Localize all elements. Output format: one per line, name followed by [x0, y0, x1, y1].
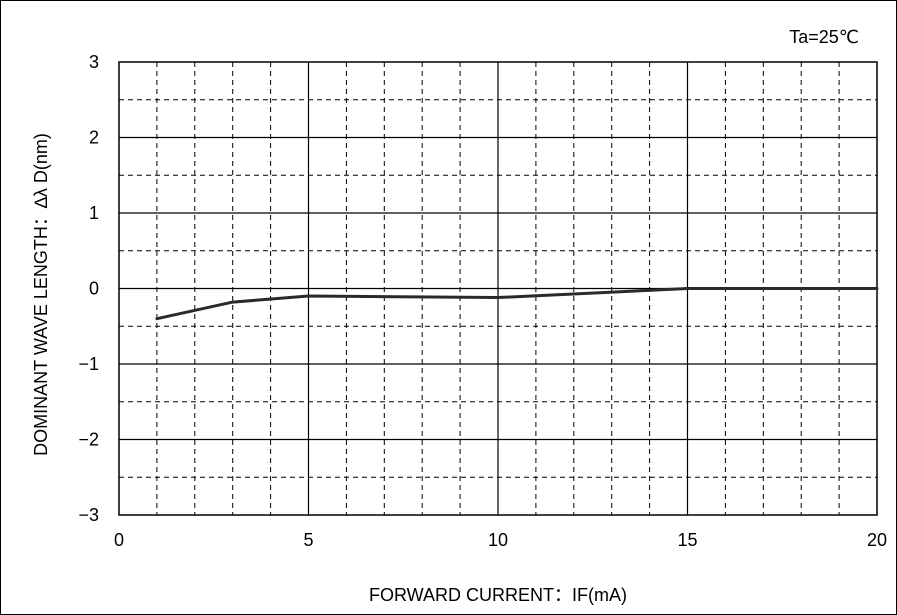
y-tick-label: 0	[89, 279, 99, 299]
series-line	[155, 287, 879, 321]
y-tick-label: −3	[78, 505, 99, 525]
y-tick-label: 3	[89, 52, 99, 72]
y-tick-label: 2	[89, 128, 99, 148]
y-tick-label: −2	[78, 430, 99, 450]
x-tick-label: 5	[303, 530, 313, 550]
y-tick-label: −1	[78, 354, 99, 374]
x-tick-label: 0	[114, 530, 124, 550]
series-layer	[155, 287, 879, 321]
x-axis-title: FORWARD CURRENT：IF(mA)	[369, 585, 627, 605]
x-tick-label: 15	[677, 530, 697, 550]
x-tick-label: 10	[488, 530, 508, 550]
x-tick-labels: 0 5 10 15 20	[114, 530, 887, 550]
temperature-annotation: Ta=25℃	[789, 27, 859, 47]
major-gridlines	[119, 62, 877, 515]
y-tick-labels: −3 −2 −1 0 1 2 3	[78, 52, 99, 525]
x-tick-label: 20	[867, 530, 887, 550]
y-axis-title: DOMINANT WAVE LENGTH：∆λ D(nm)	[31, 133, 51, 456]
y-tick-label: 1	[89, 203, 99, 223]
